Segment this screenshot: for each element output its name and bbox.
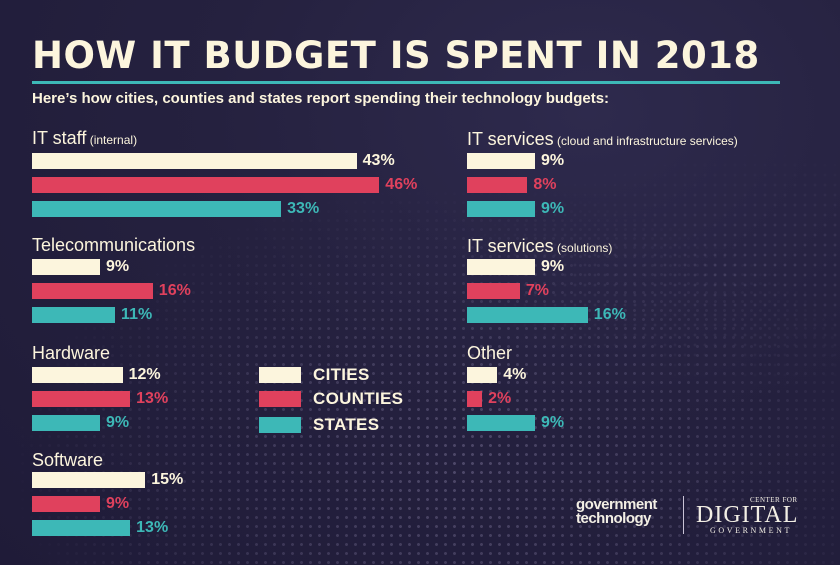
bar-states xyxy=(32,307,116,323)
bar-states xyxy=(467,415,535,431)
group-label-main: Telecommunications xyxy=(32,235,196,255)
value-label-counties: 9% xyxy=(105,495,130,512)
bar-states xyxy=(467,307,588,323)
value-label-cities: 43% xyxy=(362,152,395,169)
value-label-counties: 8% xyxy=(533,176,557,193)
bar-states xyxy=(32,201,282,217)
government-technology-logo: government technology xyxy=(576,496,657,527)
value-label-states: 9% xyxy=(105,414,130,431)
value-label-counties: 46% xyxy=(385,176,418,193)
value-label-counties: 16% xyxy=(158,282,191,299)
group-label: Software xyxy=(32,450,103,471)
logo-gt-line2: technology xyxy=(576,510,652,527)
subtitle: Here’s how cities, counties and states r… xyxy=(32,90,610,107)
bar-counties xyxy=(32,496,100,512)
value-label-states: 13% xyxy=(136,519,169,536)
bar-cities xyxy=(467,367,498,383)
value-label-states: 16% xyxy=(593,306,626,323)
group-label-sub: (cloud and infrastructure services) xyxy=(553,134,738,148)
legend-swatch xyxy=(259,417,301,433)
bar-cities xyxy=(467,259,535,275)
legend-swatch xyxy=(259,367,301,383)
bar-counties xyxy=(32,391,131,407)
value-label-counties: 2% xyxy=(488,390,512,407)
bar-cities xyxy=(32,153,357,169)
bar-counties xyxy=(32,177,380,193)
group-label-sub: (solutions) xyxy=(553,241,613,255)
bar-cities xyxy=(32,259,100,275)
legend-label: COUNTIES xyxy=(313,389,404,408)
value-label-states: 9% xyxy=(540,414,565,431)
value-label-cities: 4% xyxy=(503,366,527,383)
group-label-main: Hardware xyxy=(32,343,111,363)
group-label: IT staff (internal) xyxy=(32,128,137,149)
group-label-main: IT services xyxy=(467,129,554,149)
value-label-cities: 9% xyxy=(540,152,565,169)
bar-counties xyxy=(467,177,528,193)
legend-label: STATES xyxy=(313,415,380,434)
group-label-main: IT services xyxy=(467,236,554,256)
bar-states xyxy=(467,201,535,217)
bar-states xyxy=(32,415,100,431)
group-label: IT services (cloud and infrastructure se… xyxy=(467,129,738,150)
logo-divider xyxy=(683,496,684,534)
dot-wave-decoration xyxy=(0,180,840,565)
legend-label: CITIES xyxy=(313,365,370,384)
page-title: HOW IT BUDGET IS SPENT IN 2018 xyxy=(32,34,760,77)
bar-states xyxy=(32,520,131,536)
legend-swatch xyxy=(259,391,301,407)
logo-cdg-gov: GOVERNMENT xyxy=(710,526,792,535)
bar-counties xyxy=(32,283,153,299)
group-label-main: Other xyxy=(467,343,513,363)
bar-counties xyxy=(467,391,483,407)
group-label-sub: (internal) xyxy=(86,133,138,147)
value-label-cities: 12% xyxy=(128,366,161,383)
bar-cities xyxy=(32,367,123,383)
value-label-counties: 7% xyxy=(525,282,549,299)
value-label-cities: 15% xyxy=(151,471,184,488)
value-label-states: 9% xyxy=(540,200,565,217)
bar-cities xyxy=(32,472,146,488)
group-label: Other xyxy=(467,343,512,364)
value-label-cities: 9% xyxy=(540,258,565,275)
group-label-main: IT staff xyxy=(32,128,87,148)
value-label-cities: 9% xyxy=(105,258,130,275)
group-label: Telecommunications xyxy=(32,235,195,256)
logo-cdg-small: CENTER FOR xyxy=(750,496,798,504)
bar-counties xyxy=(467,283,520,299)
value-label-counties: 13% xyxy=(136,390,169,407)
group-label-main: Software xyxy=(32,450,104,470)
group-label: IT services (solutions) xyxy=(467,236,612,257)
value-label-states: 33% xyxy=(287,200,320,217)
group-label: Hardware xyxy=(32,343,110,364)
value-label-states: 11% xyxy=(121,306,153,323)
bar-cities xyxy=(467,153,535,169)
logo-cdg-big: DIGITAL xyxy=(696,502,799,528)
title-underline xyxy=(32,81,780,84)
logo-gt-line1: government xyxy=(576,496,657,513)
